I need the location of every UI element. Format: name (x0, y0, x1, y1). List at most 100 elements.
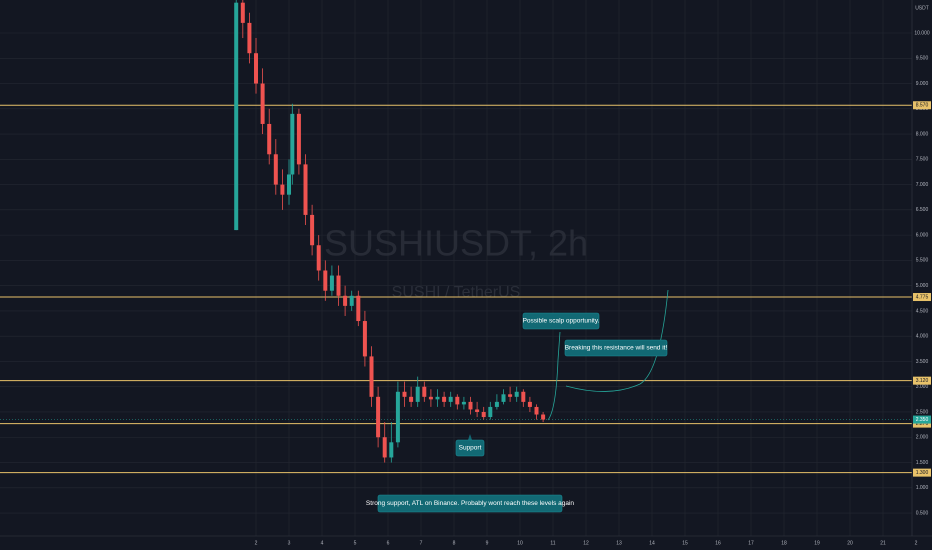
projection-curve (565, 289, 669, 392)
candle-body (247, 22, 252, 54)
y-tick-label: 8.000 (916, 131, 929, 137)
x-tick-label: 4 (321, 540, 324, 546)
callout-text: Possible scalp opportunity. (523, 318, 600, 325)
y-tick-label: 0.500 (916, 510, 929, 516)
candle-body (382, 437, 387, 458)
x-tick-label: 18 (781, 540, 787, 546)
y-tick-label: 4.500 (916, 308, 929, 314)
x-tick-label: 21 (880, 540, 886, 546)
candle-body (316, 245, 321, 271)
x-tick-label: 2 (255, 540, 258, 546)
projection-arrow (547, 331, 561, 421)
level-label-box (913, 293, 931, 302)
x-tick-label: 14 (649, 540, 655, 546)
x-tick-label: 16 (715, 540, 721, 546)
candle-body (395, 391, 400, 443)
candle-body (280, 184, 285, 195)
y-axis-label: USDT (915, 5, 929, 11)
candle-body (389, 442, 394, 458)
callout-pointer (468, 434, 472, 440)
candles (234, 0, 546, 463)
candle-body (254, 53, 259, 84)
candle-body (296, 113, 301, 165)
last-price-box (913, 415, 931, 424)
candle-body (273, 154, 278, 185)
axes: 0.500 1.000 1.500 2.000 2.500 3.000 3.500 4.000… (255, 30, 931, 546)
candle-body (336, 275, 341, 296)
x-tick-label: 13 (616, 540, 622, 546)
y-tick-label: 2.000 (916, 435, 929, 441)
candle-body (409, 396, 414, 402)
candle-body (260, 83, 265, 124)
x-tick-label: 3 (288, 540, 291, 546)
candle-body (468, 401, 473, 410)
candle-body (267, 123, 272, 155)
y-tick-label: 7.500 (916, 157, 929, 163)
y-tick-label: 6.500 (916, 207, 929, 213)
y-tick-label: 9.500 (916, 56, 929, 62)
y-tick-label: 9.000 (916, 81, 929, 87)
level-label: 8.570 (916, 103, 929, 109)
y-tick-label: 6.000 (916, 232, 929, 238)
x-tick-label: 12 (583, 540, 589, 546)
level-label: 1.300 (916, 470, 929, 476)
candle-body (527, 401, 532, 407)
y-tick-label: 3.000 (916, 384, 929, 390)
candle-body (402, 391, 407, 397)
candle-body (234, 2, 239, 231)
callout-box (455, 439, 485, 457)
y-tick-label: 4.000 (916, 334, 929, 340)
candle-body (455, 396, 460, 405)
price-axis (912, 0, 932, 550)
candle-body (343, 295, 348, 306)
candle-body (356, 295, 361, 322)
x-tick-label: 11 (550, 540, 555, 546)
levels (0, 104, 912, 474)
watermark-title: SUSHIUSDT, 2h (324, 223, 588, 264)
callout-text: Strong support, ATL on Binance. Probably… (366, 500, 575, 507)
x-tick-label: 6 (387, 540, 390, 546)
y-tick-label: 7.000 (916, 182, 929, 188)
candle-body (461, 401, 466, 405)
x-tick-label: 20 (847, 540, 853, 546)
candle-body (541, 414, 546, 420)
x-tick-label: 2 (915, 540, 918, 546)
y-tick-label: 5.500 (916, 258, 929, 264)
last-price-label: 2.350 (916, 417, 929, 423)
candle-body (534, 406, 539, 415)
level-label: 3.120 (916, 378, 929, 384)
x-tick-label: 17 (748, 540, 754, 546)
candle-body (349, 295, 354, 306)
candle-body (362, 321, 367, 357)
candle-body (290, 113, 295, 175)
candle-body (240, 2, 245, 23)
x-tick-label: 10 (517, 540, 523, 546)
candle-body (521, 391, 526, 402)
candle-body (287, 174, 292, 195)
watermark-subtitle: SUSHI / TetherUS (392, 284, 521, 301)
candle-body (303, 164, 308, 215)
candle-body (323, 270, 328, 291)
level-label: 4.775 (916, 294, 929, 300)
grid (0, 0, 917, 536)
callout-text: Support (459, 445, 482, 452)
candle-body (422, 386, 427, 397)
y-tick-label: 1.500 (916, 460, 929, 466)
level-label-box (913, 376, 931, 385)
candle-body (428, 396, 433, 400)
callout: Possible scalp opportunity. (522, 312, 600, 330)
x-tick-label: 5 (354, 540, 357, 546)
callout-box (564, 339, 668, 357)
candle-body (488, 406, 493, 418)
candle-body (501, 394, 506, 402)
callout-box (522, 312, 600, 330)
candle-body (481, 411, 486, 418)
y-tick-label: 1.000 (916, 485, 929, 491)
x-tick-label: 8 (453, 540, 456, 546)
candle-body (329, 275, 334, 291)
candle-body (376, 396, 381, 438)
y-tick-label: 10.000 (914, 30, 930, 36)
